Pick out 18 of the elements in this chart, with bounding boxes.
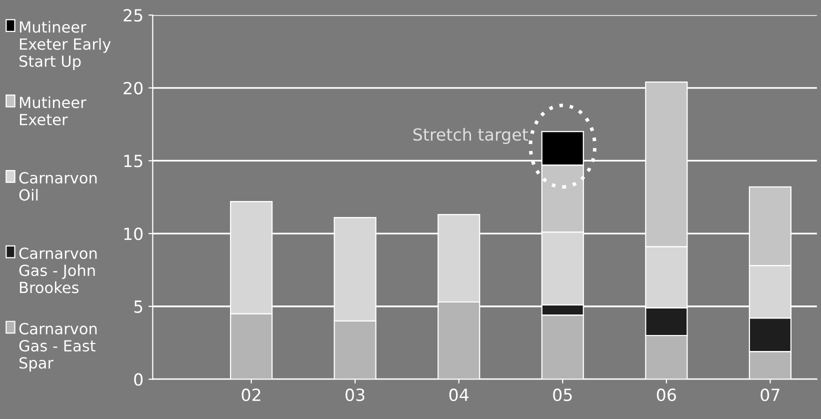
x-tick-label: 07 bbox=[760, 388, 780, 402]
legend-label: Carnarvon Gas - John Brookes bbox=[19, 247, 97, 294]
x-tick-label: 03 bbox=[346, 388, 364, 402]
annotation: Stretch target bbox=[413, 128, 528, 144]
y-tick-label: 25 bbox=[124, 9, 142, 22]
y-tick-label: 20 bbox=[124, 82, 143, 94]
x-tick-label: 02 bbox=[242, 388, 260, 402]
legend-label: Carnarvon Gas - East Spar bbox=[19, 322, 97, 372]
x-tick-label: 04 bbox=[449, 388, 469, 402]
legend-label: Mutineer Exeter bbox=[20, 96, 86, 126]
legend-label: Carnarvon Oil bbox=[19, 172, 97, 201]
legend-label: Mutineer Exeter Early Start Up bbox=[19, 20, 111, 70]
y-tick-label: 5 bbox=[134, 300, 142, 313]
y-tick-label: 15 bbox=[124, 154, 142, 168]
x-tick-label: 06 bbox=[656, 388, 676, 402]
x-tick-label: 05 bbox=[553, 388, 572, 402]
y-tick-label: 10 bbox=[124, 228, 143, 240]
y-tick-label: 0 bbox=[134, 373, 143, 386]
